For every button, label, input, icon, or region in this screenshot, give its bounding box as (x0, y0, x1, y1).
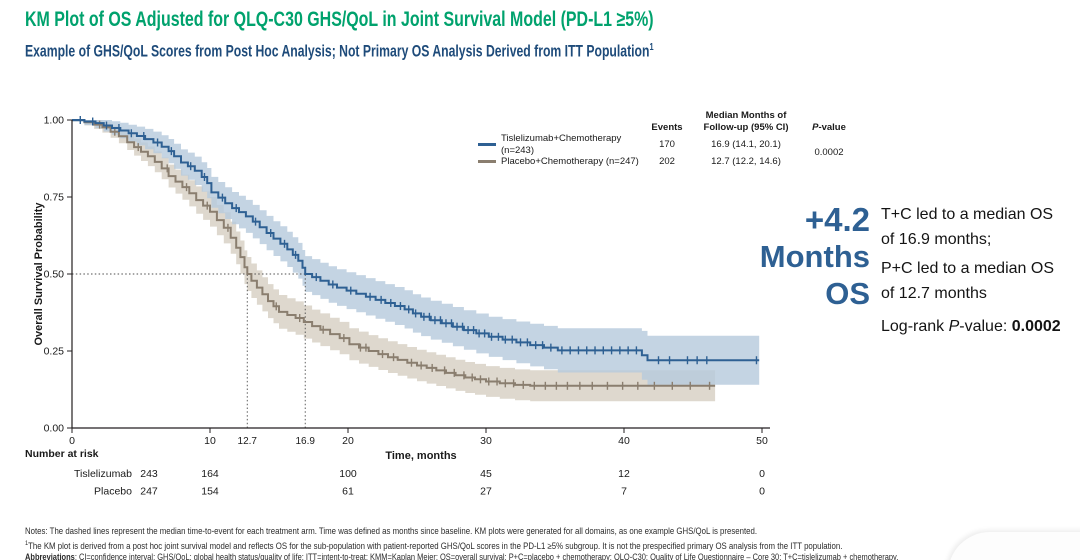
logrank-pvalue-line: Log-rank P-value: 0.0002 (881, 318, 1061, 335)
risk-value: 12 (618, 468, 630, 480)
os-benefit-os-label: OS (825, 276, 870, 311)
svg-text:0.00: 0.00 (44, 423, 65, 435)
tislelizumab-line-swatch-icon (478, 143, 496, 146)
svg-text:30: 30 (480, 435, 492, 447)
corner-decoration (948, 532, 1080, 560)
legend-row-placebo: Placebo+Chemotherapy (n=247) (478, 153, 646, 170)
risk-row-label-tislelizumab: Tislelizumab (74, 468, 132, 480)
risk-value: 0 (759, 486, 765, 498)
risk-value: 247 (140, 486, 158, 498)
legend-median-placebo: 12.7 (12.2, 14.6) (711, 156, 781, 167)
os-benefit-description: T+C led to a median OS of 16.9 months; P… (881, 203, 1077, 340)
chart-legend: Events Median Months of Follow-up (95% C… (478, 110, 854, 170)
footnote-derivation: 1The KM plot is derived from a post hoc … (25, 539, 843, 551)
censor-marks-tislelizumab (79, 116, 758, 365)
censor-marks-placebo (98, 120, 711, 390)
tc-median-text: T+C led to a median OS of 16.9 months; (881, 206, 1054, 248)
footnote-notes: Notes: The dashed lines represent the me… (25, 526, 758, 536)
svg-text:1.00: 1.00 (44, 115, 65, 127)
svg-text:16.9: 16.9 (295, 436, 315, 447)
legend-label-tislelizumab: Tislelizumab+Chemotherapy (n=243) (501, 132, 622, 156)
svg-text:10: 10 (204, 435, 216, 447)
y-axis-label: Overall Survival Probability (33, 202, 45, 346)
risk-value: 243 (140, 468, 158, 480)
legend-events-placebo: 202 (659, 156, 675, 167)
page-subtitle-text: Example of GHS/QoL Scores from Post Hoc … (25, 42, 650, 61)
legend-label-placebo: Placebo+Chemotherapy (n=247) (501, 155, 639, 167)
km-curve-placebo (72, 119, 716, 387)
svg-text:50: 50 (756, 435, 768, 447)
svg-text:0.75: 0.75 (44, 192, 65, 204)
risk-table-title: Number at risk (25, 448, 99, 460)
legend-header-median-line2: Follow-up (95% CI) (703, 122, 789, 133)
os-benefit-value: +4.2 (804, 201, 870, 238)
risk-value: 100 (339, 468, 357, 480)
risk-value: 154 (201, 486, 219, 498)
svg-text:40: 40 (618, 435, 630, 447)
legend-events-tislelizumab: 170 (659, 139, 675, 150)
legend-p-value: 0.0002 (814, 147, 844, 158)
footnote-abbreviations: Abbreviations: CI=confidence interval; G… (25, 552, 899, 560)
x-axis-label: Time, months (385, 450, 456, 462)
page-subtitle-superscript: 1 (649, 42, 654, 53)
footnotes: Notes: The dashed lines represent the me… (25, 526, 1075, 560)
median-reference-lines (72, 273, 306, 428)
svg-text:12.7: 12.7 (238, 436, 258, 447)
km-plot-svg: 0 10 20 30 40 50 12.7 16.9 0.00 0.25 0.50 0.75 1.00 T… (25, 115, 770, 498)
km-curve-tislelizumab (72, 119, 760, 362)
legend-median-tislelizumab: 16.9 (14.1, 20.1) (711, 139, 781, 150)
risk-value: 27 (480, 486, 492, 498)
legend-header-median: Median Months of Follow-up (95% CI) (688, 110, 804, 136)
axes: 0 10 20 30 40 50 12.7 16.9 0.00 0.25 0.50 0.75 1.00 T… (33, 115, 770, 462)
risk-value: 45 (480, 468, 492, 480)
svg-text:0.50: 0.50 (44, 269, 65, 281)
risk-value: 0 (759, 468, 765, 480)
legend-header-pvalue: P-value (812, 122, 846, 133)
placebo-line-swatch-icon (478, 160, 496, 163)
svg-text:0.25: 0.25 (44, 346, 65, 358)
svg-text:20: 20 (342, 435, 354, 447)
page-title: KM Plot of OS Adjusted for QLQ-C30 GHS/Q… (25, 8, 654, 31)
number-at-risk-table: Number at risk Tislelizumab 243 164 100 45 12 0… (25, 448, 765, 498)
os-benefit-value-block: +4.2 Months OS (733, 201, 870, 312)
risk-value: 61 (342, 486, 354, 498)
risk-value: 164 (201, 468, 219, 480)
os-benefit-months-label: Months (759, 239, 870, 274)
legend-header-median-line1: Median Months of (705, 110, 787, 121)
legend-header-events: Events (651, 122, 683, 133)
page-subtitle: Example of GHS/QoL Scores from Post Hoc … (25, 42, 654, 62)
svg-text:0: 0 (69, 435, 75, 447)
legend-row-tislelizumab: Tislelizumab+Chemotherapy (n=243) (478, 133, 646, 156)
risk-value: 7 (621, 486, 627, 498)
risk-row-label-placebo: Placebo (94, 486, 132, 498)
pc-median-text: P+C led to a median OS of 12.7 months (881, 260, 1054, 302)
